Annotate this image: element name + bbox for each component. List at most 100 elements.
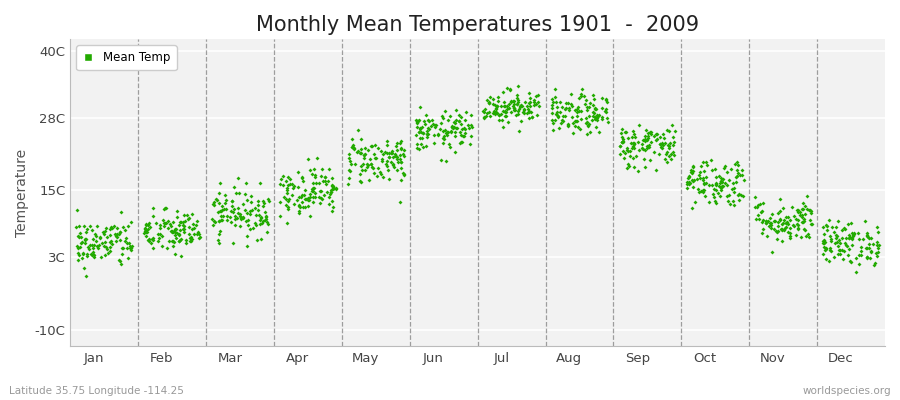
- Point: [416, 130, 430, 137]
- Point: [152, 235, 166, 242]
- Point: [234, 215, 248, 221]
- Point: [503, 87, 517, 93]
- Point: [570, 106, 584, 112]
- Point: [778, 214, 793, 220]
- Point: [499, 112, 513, 119]
- Point: [649, 137, 663, 143]
- Point: [165, 238, 179, 244]
- Point: [615, 139, 629, 146]
- Point: [500, 85, 514, 92]
- Point: [77, 236, 92, 242]
- Point: [315, 165, 329, 172]
- Point: [292, 208, 306, 214]
- Point: [120, 244, 134, 251]
- Point: [253, 180, 267, 186]
- Point: [347, 146, 362, 152]
- Point: [356, 161, 370, 167]
- Point: [354, 178, 368, 185]
- Point: [261, 198, 275, 204]
- Point: [191, 229, 205, 235]
- Point: [385, 154, 400, 160]
- Point: [73, 244, 87, 250]
- Point: [279, 187, 293, 193]
- Point: [544, 110, 559, 116]
- Point: [824, 238, 838, 244]
- Point: [566, 120, 580, 126]
- Point: [259, 219, 274, 226]
- Point: [285, 180, 300, 187]
- Point: [553, 109, 567, 116]
- Point: [169, 235, 184, 242]
- Point: [803, 217, 817, 223]
- Point: [498, 108, 512, 114]
- Point: [586, 91, 600, 98]
- Point: [155, 232, 169, 239]
- Point: [238, 190, 253, 197]
- Point: [851, 252, 866, 258]
- Point: [240, 196, 255, 203]
- Point: [153, 225, 167, 232]
- Point: [639, 127, 653, 133]
- Point: [864, 235, 878, 242]
- Point: [103, 244, 117, 250]
- Point: [380, 141, 394, 148]
- Point: [256, 218, 271, 225]
- Point: [419, 131, 434, 137]
- Point: [412, 126, 427, 132]
- Point: [626, 140, 640, 146]
- Point: [138, 225, 152, 231]
- Point: [482, 99, 497, 106]
- Point: [819, 245, 833, 252]
- Point: [446, 124, 460, 130]
- Point: [838, 226, 852, 232]
- Point: [773, 208, 788, 214]
- Point: [580, 107, 595, 114]
- Point: [476, 115, 491, 121]
- Point: [834, 235, 849, 242]
- Point: [153, 222, 167, 228]
- Point: [575, 85, 590, 92]
- Point: [796, 206, 810, 212]
- Point: [137, 230, 151, 236]
- Point: [440, 129, 454, 135]
- Point: [510, 108, 525, 114]
- Point: [552, 124, 566, 131]
- Point: [513, 102, 527, 109]
- Point: [717, 163, 732, 169]
- Point: [495, 89, 509, 95]
- Point: [397, 171, 411, 178]
- Point: [305, 171, 320, 178]
- Point: [696, 177, 710, 183]
- Point: [70, 257, 85, 264]
- Point: [440, 129, 454, 135]
- Point: [770, 223, 785, 230]
- Point: [213, 208, 228, 215]
- Point: [90, 242, 104, 249]
- Point: [767, 218, 781, 224]
- Point: [797, 210, 812, 217]
- Point: [157, 206, 171, 212]
- Point: [82, 246, 96, 252]
- Point: [697, 186, 711, 193]
- Point: [283, 181, 297, 187]
- Point: [590, 111, 604, 118]
- Point: [770, 210, 785, 216]
- Point: [523, 103, 537, 109]
- Point: [796, 218, 811, 225]
- Point: [728, 173, 742, 180]
- Point: [391, 159, 405, 165]
- Point: [504, 108, 518, 115]
- Point: [354, 136, 368, 142]
- Point: [172, 237, 186, 244]
- Point: [446, 118, 461, 125]
- Point: [662, 153, 676, 159]
- Point: [595, 116, 609, 122]
- Point: [588, 116, 602, 122]
- Point: [450, 124, 464, 131]
- Point: [842, 235, 856, 241]
- Point: [326, 183, 340, 190]
- Point: [782, 233, 796, 239]
- Point: [324, 189, 338, 196]
- Point: [219, 206, 233, 212]
- Point: [845, 235, 859, 241]
